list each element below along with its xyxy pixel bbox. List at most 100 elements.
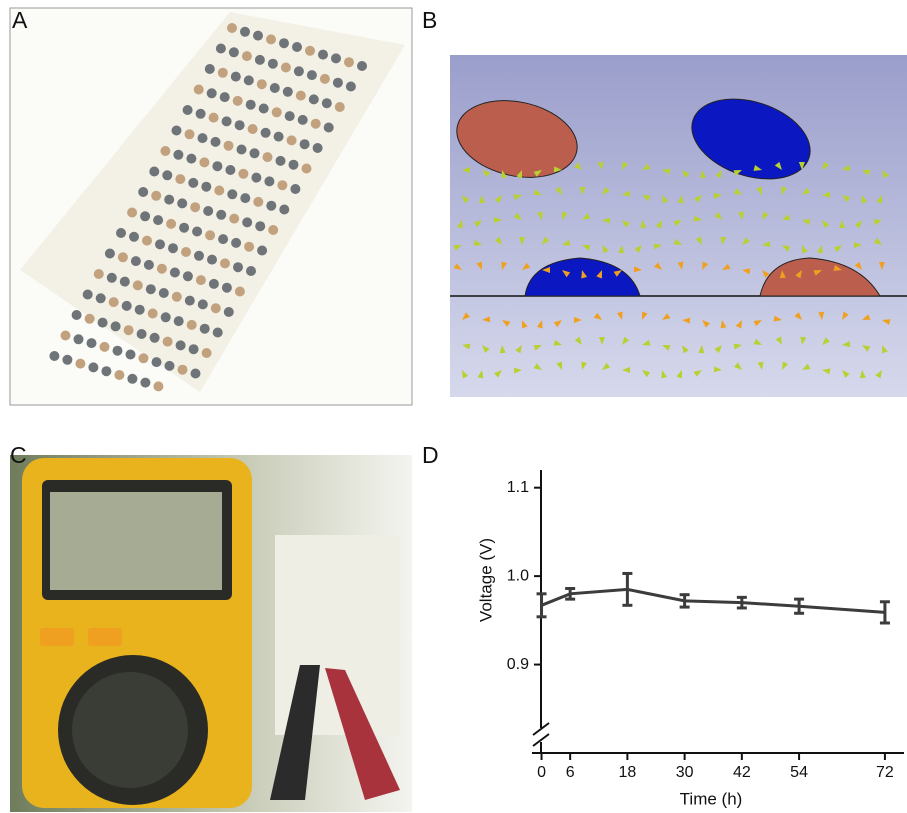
- arrow: [817, 245, 823, 254]
- field-arrows: [453, 161, 891, 379]
- electrode-dot: [208, 112, 219, 123]
- electrode-dot: [221, 116, 232, 127]
- arrow: [842, 341, 851, 348]
- arrow: [773, 315, 782, 322]
- electrode-dot: [195, 275, 206, 286]
- arrow: [536, 211, 543, 220]
- electrode-dot: [95, 293, 106, 304]
- arrow: [699, 170, 706, 179]
- arrow: [882, 170, 889, 179]
- y-tick-label: 1.1: [507, 479, 529, 496]
- electrode-dot: [241, 51, 252, 62]
- electrode-dot: [246, 266, 256, 276]
- arrow: [702, 261, 709, 270]
- arrow: [522, 320, 528, 329]
- arrow: [756, 186, 762, 195]
- arrow: [536, 320, 543, 329]
- electrode-dot: [299, 139, 310, 150]
- electrode-dot: [216, 209, 227, 220]
- electrode-dot: [86, 338, 97, 349]
- arrow: [715, 170, 723, 179]
- arrow: [862, 314, 871, 320]
- electrode-dot: [332, 77, 343, 88]
- electrode-dot: [197, 133, 208, 144]
- arrow: [596, 270, 602, 279]
- error-bar: [736, 595, 747, 610]
- arrow: [802, 245, 808, 254]
- electrode-dot: [182, 105, 193, 115]
- electrode-dot: [106, 272, 117, 283]
- electrode-dot: [194, 250, 204, 261]
- electrode-dot: [318, 49, 328, 60]
- arrow: [542, 236, 550, 245]
- electrode-dot: [192, 226, 203, 237]
- arrow: [522, 262, 531, 270]
- electrode-dot: [305, 45, 315, 56]
- arrow: [562, 239, 571, 246]
- arrow: [477, 370, 484, 379]
- electrode-dot: [153, 381, 164, 392]
- electrode-dot: [233, 262, 243, 273]
- arrow: [677, 195, 684, 204]
- arrow: [661, 370, 668, 379]
- dial: [72, 672, 188, 788]
- electrode-dot: [184, 129, 195, 140]
- electrode-dot: [295, 90, 306, 101]
- electrode-dot: [175, 174, 186, 185]
- electrode-dot: [220, 258, 230, 269]
- electrode-dot: [181, 247, 191, 257]
- electrode-dot: [164, 194, 175, 205]
- arrow: [733, 170, 742, 176]
- arrow: [482, 170, 491, 178]
- electrode-dot: [93, 269, 104, 279]
- electrode-dot: [158, 288, 169, 298]
- arrow: [654, 262, 662, 270]
- electrode-dot: [117, 252, 128, 263]
- electrode-dot: [125, 349, 136, 360]
- electrode-dot: [219, 92, 230, 103]
- electrode-dot: [199, 157, 210, 168]
- electrode-dot: [282, 86, 293, 97]
- electrode-dot: [279, 204, 290, 215]
- arrow: [795, 270, 802, 279]
- arrow: [775, 336, 782, 346]
- arrow: [634, 245, 642, 253]
- red-droplet: [456, 100, 578, 178]
- arrow: [640, 220, 647, 229]
- arrow: [453, 263, 462, 270]
- electrode-dot: [218, 234, 229, 245]
- electrode-dot: [266, 200, 277, 211]
- electrode-dot: [225, 165, 236, 175]
- electrode-dot: [206, 88, 217, 99]
- electrode-dot: [275, 155, 286, 166]
- electrode-dot: [323, 122, 334, 133]
- electrode-dot: [310, 118, 321, 129]
- arrow: [574, 162, 582, 170]
- arrow: [862, 169, 871, 176]
- arrow: [462, 195, 470, 204]
- arrow: [734, 362, 742, 370]
- arrow: [655, 220, 662, 229]
- arrow: [802, 219, 811, 225]
- arrow: [862, 345, 871, 352]
- arrow: [779, 270, 786, 279]
- arrow: [762, 270, 770, 278]
- electrode-dot: [251, 172, 262, 183]
- arrow: [476, 261, 482, 270]
- arrow: [513, 194, 522, 201]
- red-drop: [759, 257, 881, 297]
- electrode-dot: [255, 221, 266, 232]
- arrow: [822, 368, 831, 375]
- arrow: [861, 195, 868, 204]
- photo-c: [10, 455, 412, 812]
- electrode-dot: [130, 256, 141, 267]
- arrow: [653, 243, 663, 250]
- electrode-dot: [217, 67, 228, 78]
- arrow: [720, 236, 727, 245]
- electrode-dot: [223, 307, 234, 317]
- electrode-dot: [357, 61, 367, 71]
- arrow: [473, 220, 482, 228]
- arrow: [473, 239, 482, 246]
- arrow: [533, 189, 542, 195]
